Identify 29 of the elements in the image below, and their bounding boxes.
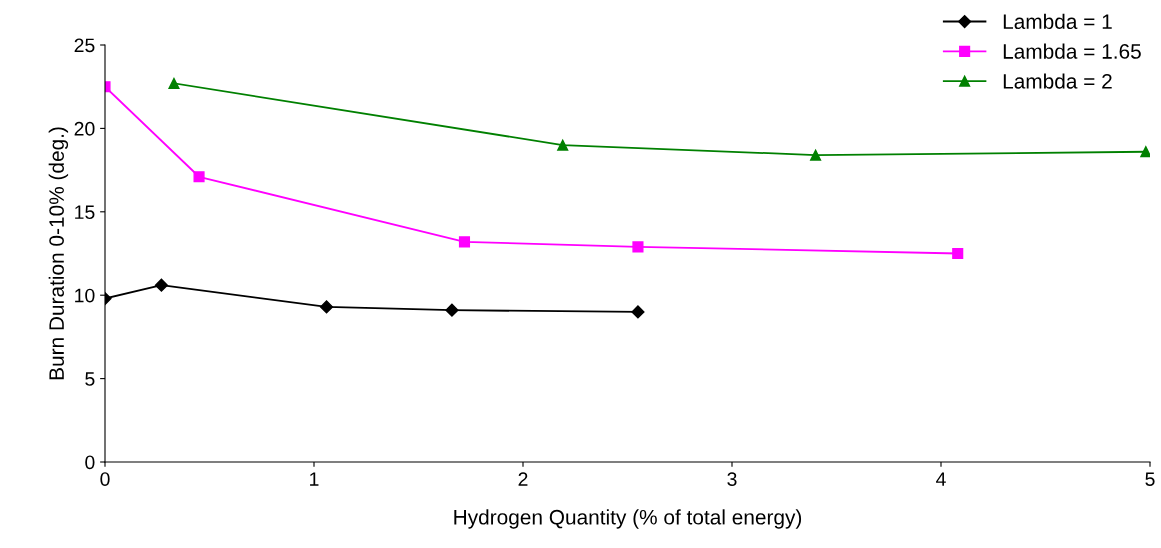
legend-label: Lambda = 1.65 bbox=[1003, 43, 1141, 59]
x-axis-title: Hydrogen Quantity (% of total energy) bbox=[454, 509, 802, 529]
point bbox=[810, 149, 822, 161]
x-tick-label: 1 bbox=[310, 472, 319, 486]
x-tick-label: 0 bbox=[100, 472, 110, 486]
y-tick-label: 20 bbox=[74, 121, 95, 136]
x-tick-label: 5 bbox=[1145, 472, 1155, 486]
legend-label: Lambda = 2 bbox=[1003, 73, 1112, 89]
y-axis-title: Burn Duration 0-10% (deg.) bbox=[48, 127, 69, 380]
x-tick-label: 3 bbox=[727, 472, 737, 486]
y-tick-label: 15 bbox=[75, 205, 95, 220]
y-tick-label: 0 bbox=[85, 455, 95, 470]
point bbox=[193, 171, 205, 183]
x-tick-label: 4 bbox=[936, 472, 946, 486]
y-tick-label: 5 bbox=[85, 372, 95, 386]
point bbox=[952, 247, 964, 260]
y-tick-label: 10 bbox=[75, 288, 95, 303]
legend-label: Lambda = 1 bbox=[1003, 13, 1112, 30]
point bbox=[154, 278, 169, 292]
point bbox=[632, 241, 644, 253]
point bbox=[557, 139, 569, 151]
point bbox=[445, 303, 459, 317]
point bbox=[1140, 146, 1150, 158]
x-tick-label: 2 bbox=[518, 472, 528, 486]
y-tick-label: 25 bbox=[74, 38, 95, 53]
point bbox=[168, 77, 180, 89]
point bbox=[631, 305, 645, 319]
point bbox=[458, 236, 471, 248]
point bbox=[319, 300, 334, 314]
